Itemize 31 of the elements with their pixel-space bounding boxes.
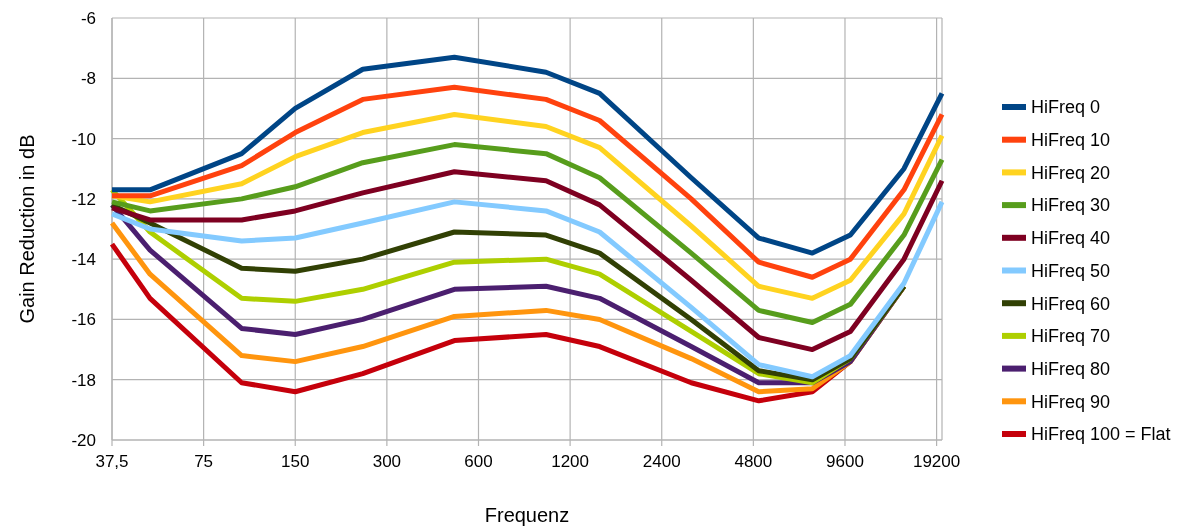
y-axis-title: Gain Reduction in dB <box>16 134 38 324</box>
x-tick-label: 600 <box>464 452 493 471</box>
legend-label: HiFreq 60 <box>1031 293 1111 314</box>
y-tick-label: -14 <box>71 250 96 270</box>
legend-label: HiFreq 20 <box>1031 162 1111 183</box>
y-tick-label: -20 <box>71 430 96 450</box>
legend-label: HiFreq 30 <box>1031 195 1111 216</box>
y-tick-label: -16 <box>71 310 96 330</box>
y-tick-label: -12 <box>71 189 96 209</box>
x-tick-label: 2400 <box>642 452 681 471</box>
y-tick-label: -18 <box>71 370 96 390</box>
y-tick-label: -10 <box>71 129 96 149</box>
x-tick-label: 19200 <box>912 452 961 471</box>
y-tick-label: -6 <box>80 8 96 28</box>
legend-label: HiFreq 40 <box>1031 228 1111 249</box>
legend-label: HiFreq 0 <box>1031 97 1101 118</box>
x-tick-label: 150 <box>281 452 310 471</box>
legend-label: HiFreq 100 = Flat <box>1031 424 1171 445</box>
x-tick-label: 37,5 <box>95 452 129 471</box>
x-tick-label: 1200 <box>551 452 590 471</box>
legend-label: HiFreq 10 <box>1031 130 1111 150</box>
x-tick-label: 9600 <box>826 452 864 471</box>
legend-label: HiFreq 70 <box>1031 326 1111 347</box>
x-axis-title: Frequenz <box>484 504 570 526</box>
legend-label: HiFreq 90 <box>1031 391 1111 412</box>
legend-label: HiFreq 80 <box>1031 358 1111 379</box>
x-tick-label: 4800 <box>734 452 773 471</box>
x-tick-label: 75 <box>194 452 214 471</box>
legend-label: HiFreq 50 <box>1031 260 1111 281</box>
x-tick-label: 300 <box>372 452 402 471</box>
y-tick-label: -8 <box>80 69 96 89</box>
